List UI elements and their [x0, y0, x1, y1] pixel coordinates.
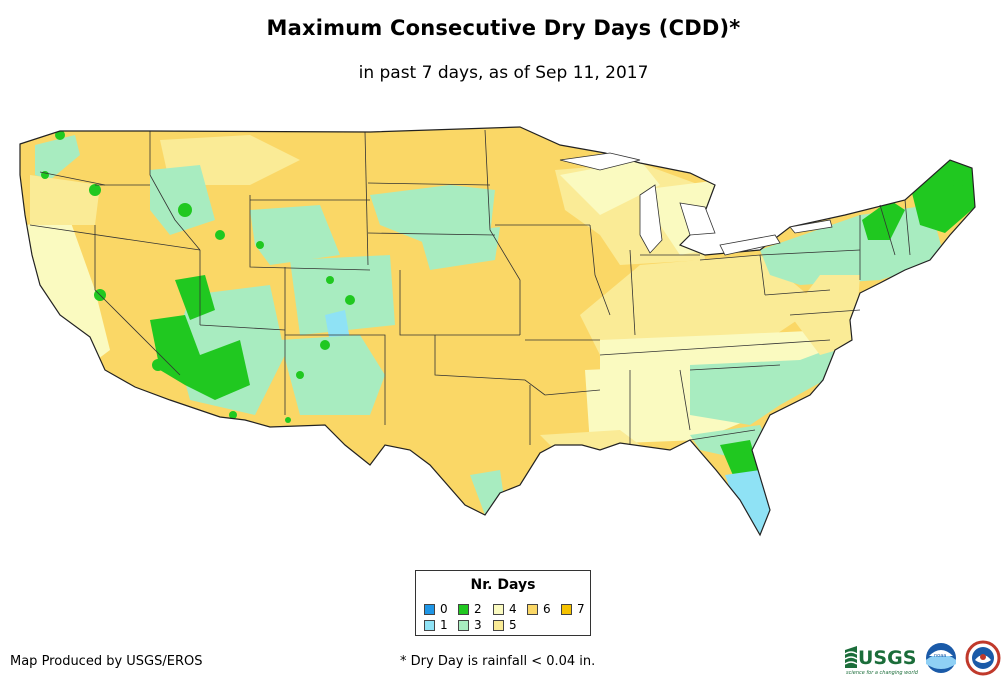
- state-boundaries: [29, 129, 911, 445]
- map-title: Maximum Consecutive Dry Days (CDD)*: [266, 16, 741, 40]
- zone-florida-2: [720, 440, 760, 480]
- zone-new-mexico-3: [280, 335, 385, 415]
- legend-label: 7: [577, 602, 585, 616]
- legend-swatch: [458, 619, 469, 631]
- legend-label: 4: [509, 602, 517, 616]
- zone-utah-2: [175, 275, 215, 320]
- legend-label: 1: [440, 618, 448, 632]
- legend-label: 2: [474, 602, 482, 616]
- legend-swatch: [424, 619, 435, 631]
- zone-northeast-3: [760, 205, 945, 285]
- legend-label: 3: [474, 618, 482, 632]
- legend-swatch: [493, 619, 504, 631]
- legend-item-0: 0: [424, 602, 448, 616]
- legend-swatch: [424, 603, 435, 615]
- legend-item-5: 5: [493, 618, 517, 632]
- zone-upper-mi-4: [560, 160, 660, 215]
- scattered-wet-spots: [41, 130, 963, 455]
- zone-colorado-3: [290, 255, 395, 335]
- zone-ohio-valley-5: [580, 255, 820, 355]
- legend-swatch: [561, 603, 572, 615]
- legend-swatch: [493, 603, 504, 615]
- legend-swatch: [458, 603, 469, 615]
- dry-days-zones: [25, 135, 975, 535]
- zone-arizona-2: [150, 315, 250, 400]
- legend: Nr. Days 0 1 2 3 4 5 6 7: [415, 570, 591, 636]
- legend-item-4: 4: [493, 602, 517, 616]
- zone-carolinas-3: [690, 345, 840, 425]
- noaa-logo: noaa: [926, 643, 956, 673]
- usgs-tagline: science for a changing world: [846, 670, 919, 676]
- legend-item-7: 7: [561, 602, 585, 616]
- zone-idaho-3: [150, 165, 215, 235]
- legend-item-3: 3: [458, 618, 482, 632]
- legend-label: 5: [509, 618, 517, 632]
- zone-sd-3: [370, 185, 495, 245]
- legend-label: 6: [543, 602, 551, 616]
- agency-logos: USGS science for a changing world noaa: [844, 640, 1001, 676]
- zone-maine-2: [910, 160, 975, 233]
- dry-day-footnote: * Dry Day is rainfall < 0.04 in.: [400, 654, 596, 669]
- zone-mid-atlantic-5: [790, 275, 860, 355]
- zone-nebraska-3: [420, 227, 500, 270]
- us-dry-days-map: [19, 126, 976, 536]
- legend-item-1: 1: [424, 618, 448, 632]
- zone-washington-2: [35, 135, 80, 180]
- legend-title: Nr. Days: [470, 577, 536, 593]
- legend-label: 0: [440, 602, 448, 616]
- legend-item-2: 2: [458, 602, 482, 616]
- legend-swatch: [527, 603, 538, 615]
- great-lakes: [559, 152, 833, 256]
- noaa-wordmark: noaa: [934, 653, 946, 659]
- usgs-wordmark: USGS: [858, 647, 916, 669]
- map-subtitle: in past 7 days, as of Sep 11, 2017: [358, 63, 649, 83]
- zone-california-4: [25, 220, 110, 365]
- map-credit: Map Produced by USGS/EROS: [10, 654, 203, 669]
- nws-logo: [965, 640, 1001, 676]
- zone-wyoming-3: [250, 205, 340, 265]
- usgs-logo: USGS science for a changing world: [844, 646, 919, 676]
- zone-oregon-4: [30, 175, 100, 225]
- legend-item-6: 6: [527, 602, 551, 616]
